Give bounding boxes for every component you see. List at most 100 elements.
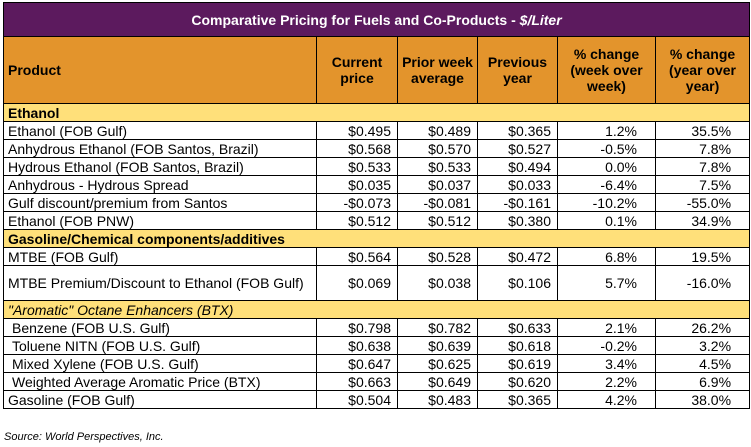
cell-change-year: 7.8% bbox=[654, 157, 751, 176]
cell-previous-year: $0.527 bbox=[477, 139, 558, 158]
title-main: Comparative Pricing for Fuels and Co-Pro… bbox=[191, 11, 520, 28]
cell-current-price: $0.069 bbox=[316, 265, 398, 301]
section-header-row: "Aromatic" Octane Enhancers (BTX) bbox=[2, 300, 751, 319]
source-note: Source: World Perspectives, Inc. bbox=[4, 431, 164, 443]
col-header-current-price: Current price bbox=[316, 36, 398, 104]
table-row: Gulf discount/premium from Santos -$0.073… bbox=[3, 193, 751, 212]
cell-previous-year: $0.633 bbox=[477, 318, 558, 337]
cell-change-year: 7.8% bbox=[654, 139, 751, 158]
cell-previous-year: $0.619 bbox=[477, 354, 558, 373]
cell-previous-year: $0.365 bbox=[477, 121, 558, 140]
table-title-row: Comparative Pricing for Fuels and Co-Pro… bbox=[2, 2, 751, 37]
cell-prior-week: $0.037 bbox=[397, 175, 478, 194]
cell-change-year: -16.0% bbox=[654, 265, 751, 301]
col-header-previous-year: Previous year bbox=[477, 36, 558, 104]
col-header-change-week: % change (week over week) bbox=[557, 36, 656, 104]
cell-product: Hydrous Ethanol (FOB Santos, Brazil) bbox=[3, 157, 317, 176]
cell-previous-year: -$0.161 bbox=[477, 193, 558, 212]
cell-change-week: 0.1% bbox=[557, 211, 656, 230]
cell-product: MTBE (FOB Gulf) bbox=[3, 247, 317, 266]
cell-product: MTBE Premium/Discount to Ethanol (FOB Gu… bbox=[3, 265, 317, 301]
cell-change-week: -0.5% bbox=[557, 139, 656, 158]
cell-prior-week: $0.038 bbox=[397, 265, 478, 301]
cell-prior-week: $0.528 bbox=[397, 247, 478, 266]
col-header-product: Product bbox=[3, 36, 317, 104]
cell-previous-year: $0.472 bbox=[477, 247, 558, 266]
cell-previous-year: $0.106 bbox=[477, 265, 558, 301]
column-header-row: Product Current price Prior week average… bbox=[3, 36, 751, 104]
cell-current-price: $0.638 bbox=[316, 336, 398, 355]
section-label: "Aromatic" Octane Enhancers (BTX) bbox=[2, 300, 751, 319]
cell-change-week: 2.2% bbox=[557, 372, 656, 391]
table-row: Ethanol (FOB PNW) $0.512 $0.512 $0.380 0.1% 3… bbox=[3, 211, 751, 230]
cell-product: Anhydrous - Hydrous Spread bbox=[3, 175, 317, 194]
cell-current-price: $0.035 bbox=[316, 175, 398, 194]
cell-change-year: 4.5% bbox=[654, 354, 751, 373]
section-header-row: Gasoline/Chemical components/additives bbox=[2, 229, 751, 248]
cell-current-price: $0.533 bbox=[316, 157, 398, 176]
table-row: Ethanol (FOB Gulf) $0.495 $0.489 $0.365 1.2%… bbox=[3, 121, 751, 140]
cell-change-year: 6.9% bbox=[654, 372, 751, 391]
cell-prior-week: -$0.081 bbox=[397, 193, 478, 212]
cell-change-week: 1.2% bbox=[557, 121, 656, 140]
cell-change-week: 6.8% bbox=[557, 247, 656, 266]
cell-change-year: 38.0% bbox=[654, 390, 751, 409]
table-title: Comparative Pricing for Fuels and Co-Pro… bbox=[2, 2, 751, 37]
cell-current-price: -$0.073 bbox=[316, 193, 398, 212]
cell-prior-week: $0.639 bbox=[397, 336, 478, 355]
table-row: Toluene NITN (FOB U.S. Gulf) $0.638 $0.639… bbox=[3, 336, 751, 355]
table-row: Weighted Average Aromatic Price (BTX) $0.… bbox=[3, 372, 751, 391]
table-row: Benzene (FOB U.S. Gulf) $0.798 $0.782 $0.63… bbox=[3, 318, 751, 337]
cell-change-year: 26.2% bbox=[654, 318, 751, 337]
cell-change-year: 3.2% bbox=[654, 336, 751, 355]
cell-change-year: 7.5% bbox=[654, 175, 751, 194]
section-header-row: Ethanol bbox=[2, 103, 751, 122]
cell-change-week: -10.2% bbox=[557, 193, 656, 212]
cell-current-price: $0.495 bbox=[316, 121, 398, 140]
col-header-change-year: % change (year over year) bbox=[654, 36, 751, 104]
cell-current-price: $0.512 bbox=[316, 211, 398, 230]
table-row: Gasoline (FOB Gulf) $0.504 $0.483 $0.365 4.2… bbox=[3, 390, 751, 409]
table-row: Mixed Xylene (FOB U.S. Gulf) $0.647 $0.625… bbox=[3, 354, 751, 373]
cell-change-week: 0.0% bbox=[557, 157, 656, 176]
cell-product: Benzene (FOB U.S. Gulf) bbox=[3, 318, 317, 337]
cell-previous-year: $0.618 bbox=[477, 336, 558, 355]
cell-previous-year: $0.365 bbox=[477, 390, 558, 409]
cell-prior-week: $0.625 bbox=[397, 354, 478, 373]
cell-prior-week: $0.512 bbox=[397, 211, 478, 230]
cell-change-week: 5.7% bbox=[557, 265, 656, 301]
cell-change-week: 4.2% bbox=[557, 390, 656, 409]
cell-prior-week: $0.533 bbox=[397, 157, 478, 176]
table-row: MTBE Premium/Discount to Ethanol (FOB Gu… bbox=[3, 265, 751, 301]
cell-product: Gulf discount/premium from Santos bbox=[3, 193, 317, 212]
cell-change-year: -55.0% bbox=[654, 193, 751, 212]
col-header-prior-week: Prior week average bbox=[397, 36, 478, 104]
cell-previous-year: $0.380 bbox=[477, 211, 558, 230]
title-unit: $/Liter bbox=[519, 11, 562, 28]
cell-prior-week: $0.649 bbox=[397, 372, 478, 391]
cell-change-year: 35.5% bbox=[654, 121, 751, 140]
cell-change-year: 34.9% bbox=[654, 211, 751, 230]
cell-change-year: 19.5% bbox=[654, 247, 751, 266]
cell-product: Anhydrous Ethanol (FOB Santos, Brazil) bbox=[3, 139, 317, 158]
cell-current-price: $0.568 bbox=[316, 139, 398, 158]
cell-current-price: $0.663 bbox=[316, 372, 398, 391]
cell-change-week: -6.4% bbox=[557, 175, 656, 194]
table-row: MTBE (FOB Gulf) $0.564 $0.528 $0.472 6.8% 19.… bbox=[3, 247, 751, 266]
cell-prior-week: $0.489 bbox=[397, 121, 478, 140]
cell-prior-week: $0.483 bbox=[397, 390, 478, 409]
cell-product: Ethanol (FOB PNW) bbox=[3, 211, 317, 230]
cell-product: Ethanol (FOB Gulf) bbox=[3, 121, 317, 140]
cell-current-price: $0.647 bbox=[316, 354, 398, 373]
cell-current-price: $0.504 bbox=[316, 390, 398, 409]
cell-previous-year: $0.494 bbox=[477, 157, 558, 176]
cell-current-price: $0.564 bbox=[316, 247, 398, 266]
pricing-table: Comparative Pricing for Fuels and Co-Pro… bbox=[2, 2, 751, 409]
cell-current-price: $0.798 bbox=[316, 318, 398, 337]
section-label: Ethanol bbox=[2, 103, 751, 122]
cell-change-week: 2.1% bbox=[557, 318, 656, 337]
cell-prior-week: $0.782 bbox=[397, 318, 478, 337]
section-label: Gasoline/Chemical components/additives bbox=[2, 229, 751, 248]
cell-product: Toluene NITN (FOB U.S. Gulf) bbox=[3, 336, 317, 355]
